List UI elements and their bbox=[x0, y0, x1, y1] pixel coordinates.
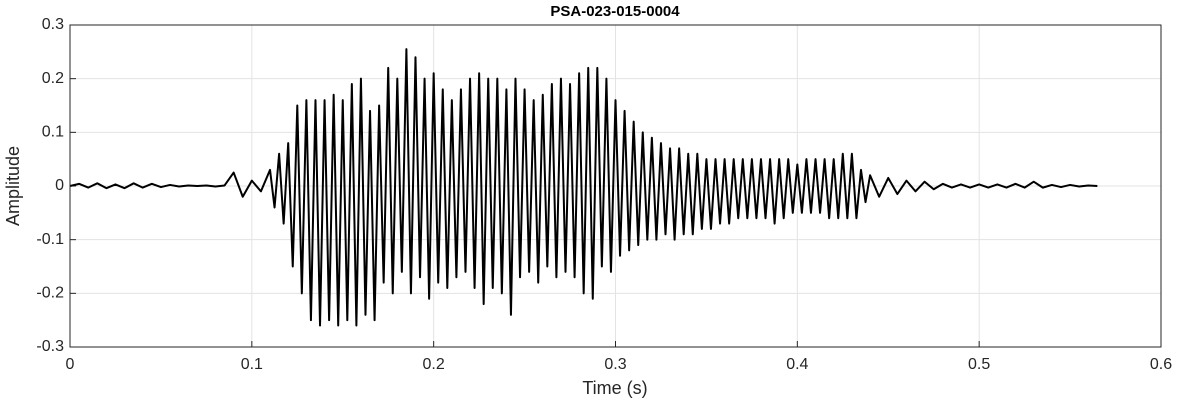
x-tick-label: 0.2 bbox=[423, 356, 445, 373]
y-axis-label: Amplitude bbox=[3, 146, 23, 226]
x-tick-label: 0 bbox=[66, 356, 75, 373]
plot-frame bbox=[69, 24, 1162, 348]
y-tick-label: -0.3 bbox=[36, 338, 64, 355]
y-tick-label: 0.3 bbox=[42, 16, 64, 33]
x-tick-label: 0.3 bbox=[604, 356, 626, 373]
y-tick-label: -0.1 bbox=[36, 231, 64, 248]
x-axis-label: Time (s) bbox=[582, 378, 647, 398]
chart-title: PSA-023-015-0004 bbox=[550, 3, 680, 20]
y-tick-label: 0.1 bbox=[42, 124, 64, 141]
y-tick-label: 0 bbox=[55, 177, 64, 194]
y-tick-label: -0.2 bbox=[36, 285, 64, 302]
x-tick-label: 0.6 bbox=[1150, 356, 1172, 373]
waveform-line bbox=[69, 48, 1098, 327]
x-tick-label: 0.4 bbox=[786, 356, 808, 373]
y-tick-label: 0.2 bbox=[42, 70, 64, 87]
x-tick-label: 0.1 bbox=[241, 356, 263, 373]
x-tick-label: 0.5 bbox=[968, 356, 990, 373]
